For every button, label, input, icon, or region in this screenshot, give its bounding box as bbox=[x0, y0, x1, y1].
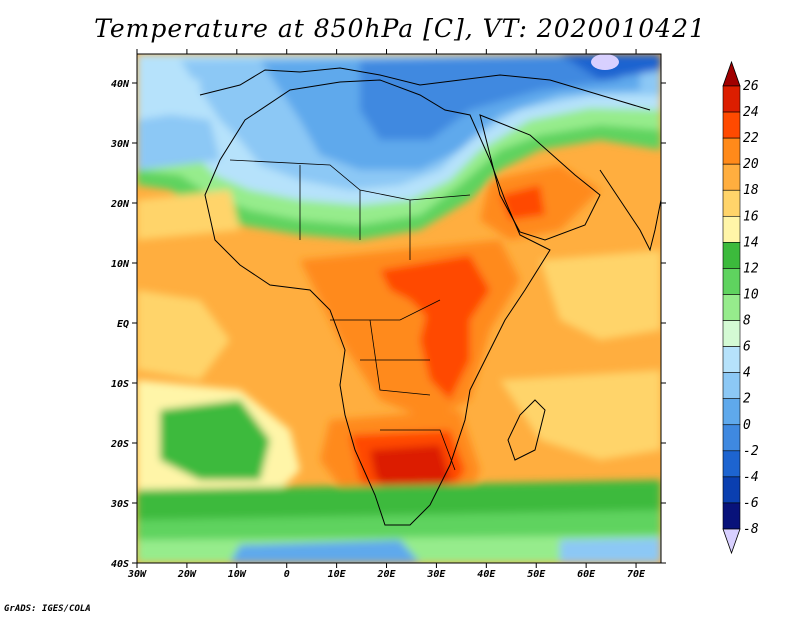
lon-tick-label: 70E bbox=[627, 569, 646, 580]
map-frame bbox=[136, 53, 662, 564]
colorbar-min-triangle bbox=[722, 528, 741, 555]
colorbar-box bbox=[722, 450, 741, 478]
lat-tick-label: 20N bbox=[110, 199, 130, 210]
colorbar-box bbox=[722, 242, 741, 269]
lat-tick-label: EQ bbox=[117, 319, 129, 330]
colorbar-box bbox=[722, 372, 741, 400]
lon-tick-label: 20W bbox=[177, 569, 197, 580]
lon-axis-labels: 30W 20W 10W 0 10E 20E 30E 40E 50E 60E 70E bbox=[127, 569, 646, 580]
colorbar-tick-label: 12 bbox=[743, 261, 759, 276]
lat-axis-labels: 40N 30N 20N 10N EQ 10S 20S 30S 40S bbox=[110, 79, 130, 570]
lat-tick-label: 10N bbox=[111, 259, 130, 270]
colorbar-tick-label: 14 bbox=[743, 235, 759, 250]
colorbar-tick-label: 24 bbox=[743, 105, 759, 120]
colorbar-box bbox=[722, 85, 741, 113]
colorbar-box bbox=[722, 111, 741, 139]
temperature-field bbox=[137, 54, 661, 563]
colorbar-box bbox=[722, 137, 741, 165]
lon-tick-label: 40E bbox=[477, 569, 496, 580]
colorbar-box bbox=[722, 320, 741, 347]
colorbar-tick-label: 18 bbox=[743, 183, 759, 198]
lat-tick-label: 10S bbox=[111, 379, 129, 390]
colorbar-tick-label: -8 bbox=[743, 522, 759, 537]
map-canvas: 40N 30N 20N 10N EQ 10S 20S 30S 40S 30W 20W 10W 0 10E… bbox=[110, 49, 759, 580]
credit-label: GrADS: IGES/COLA bbox=[4, 604, 91, 614]
axis-ticks bbox=[132, 49, 666, 568]
colorbar-tick-label: 10 bbox=[743, 287, 759, 302]
lon-tick-label: 30E bbox=[426, 569, 446, 580]
colorbar-tick-label: 22 bbox=[743, 131, 759, 146]
colorbar-tick-label: 16 bbox=[743, 209, 759, 224]
lat-tick-label: 30N bbox=[110, 139, 130, 150]
colorbar-tick-label: 6 bbox=[743, 340, 751, 355]
colorbar-box bbox=[722, 268, 741, 295]
lon-tick-label: 10E bbox=[328, 569, 347, 580]
colorbar-tick-label: 20 bbox=[743, 157, 759, 172]
colorbar-tick-label: -2 bbox=[743, 444, 759, 459]
colorbar-box bbox=[722, 189, 741, 217]
colorbar-box bbox=[722, 346, 741, 373]
lat-tick-label: 20S bbox=[110, 439, 129, 450]
colorbar-box bbox=[722, 294, 741, 321]
lat-tick-label: 30S bbox=[110, 499, 129, 510]
lon-tick-label: 0 bbox=[284, 569, 290, 580]
colorbar-tick-label: 2 bbox=[743, 392, 751, 407]
colorbar-tick-label: 26 bbox=[743, 79, 759, 94]
colorbar-box bbox=[722, 424, 741, 452]
lon-tick-label: 50E bbox=[527, 569, 546, 580]
colorbar-tick-label: 4 bbox=[743, 366, 751, 381]
lon-tick-label: 10W bbox=[228, 569, 247, 580]
colorbar-max-triangle bbox=[722, 60, 741, 87]
lon-tick-label: 30W bbox=[127, 569, 147, 580]
colorbar-box bbox=[722, 215, 741, 243]
colorbar-box bbox=[722, 398, 741, 426]
lon-tick-label: 60E bbox=[577, 569, 596, 580]
lat-tick-label: 40N bbox=[111, 79, 130, 90]
colorbar-tick-label: 0 bbox=[743, 418, 751, 433]
colorbar-box bbox=[722, 476, 741, 504]
lat-tick-label: 40S bbox=[111, 559, 129, 570]
colorbar-tick-label: -6 bbox=[743, 496, 759, 511]
colorbar-tick-label: -4 bbox=[743, 470, 759, 485]
colorbar-box bbox=[722, 502, 741, 530]
colorbar-tick-label: 8 bbox=[743, 314, 751, 329]
chart-title: Temperature at 850hPa [C], VT: 202001042… bbox=[94, 14, 706, 43]
lon-tick-label: 20E bbox=[376, 569, 396, 580]
colorbar-box bbox=[722, 163, 741, 191]
